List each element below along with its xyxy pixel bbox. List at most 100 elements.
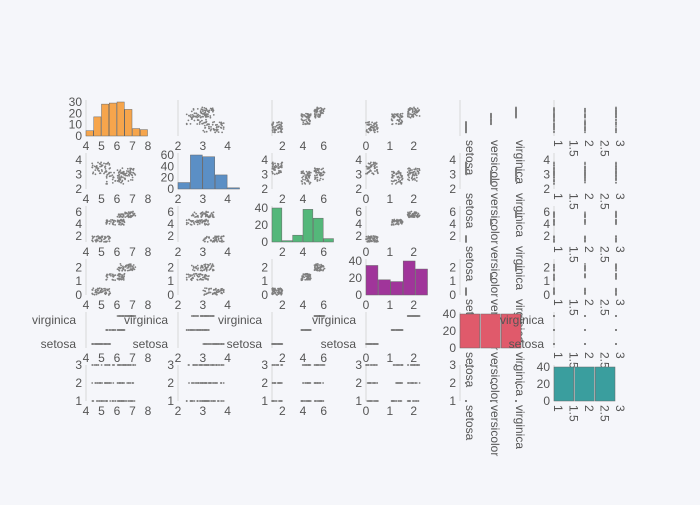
scatter-point	[415, 180, 418, 182]
scatter-point	[205, 113, 208, 115]
scatter-point	[407, 382, 410, 384]
scatter-point	[199, 221, 202, 223]
y-tick-label: 2	[167, 229, 174, 243]
histogram-bar	[292, 234, 303, 243]
scatter-point	[281, 128, 284, 130]
scatter-point	[221, 124, 224, 127]
scatter-point	[322, 178, 324, 181]
scatter-point	[193, 315, 196, 317]
scatter-point	[217, 343, 220, 345]
scatter-point	[271, 291, 274, 293]
scatter-point	[401, 329, 404, 331]
scatter-point	[98, 287, 101, 289]
scatter-point	[114, 274, 117, 276]
scatter-point	[280, 292, 283, 295]
scatter-point	[490, 382, 492, 384]
scatter-point	[371, 237, 374, 239]
scatter-point	[415, 214, 418, 217]
x-tick-label: 2	[175, 192, 182, 206]
scatter-point	[200, 108, 203, 111]
x-tick-label: 2	[582, 193, 596, 200]
scatter-point	[515, 264, 517, 267]
scatter-point	[92, 236, 95, 239]
scatter-point	[416, 167, 419, 170]
scatter-point	[412, 116, 415, 118]
scatter-point	[131, 215, 134, 218]
y-tick-label: 1	[449, 394, 456, 408]
scatter-point	[376, 382, 378, 384]
scatter-point	[321, 264, 324, 267]
scatter-point	[214, 131, 217, 134]
scatter-point	[584, 211, 586, 214]
scatter-point	[367, 343, 370, 345]
x-tick-label: 1	[387, 298, 394, 312]
scatter-point	[314, 174, 316, 177]
scatter-point	[553, 289, 555, 291]
scatter-point	[214, 292, 217, 295]
scatter-point	[217, 290, 220, 293]
scatter-point	[515, 211, 517, 214]
scatter-point	[202, 239, 205, 242]
scatter-point	[584, 113, 586, 116]
scatter-point	[412, 113, 415, 116]
scatter-point	[584, 108, 586, 111]
scatter-point	[315, 364, 318, 366]
y-tick-label: virginica	[500, 313, 544, 327]
scatter-point	[366, 238, 368, 241]
scatter-point	[94, 289, 97, 292]
scatter-point	[126, 167, 129, 170]
scatter-point	[132, 267, 135, 270]
histogram-bar	[365, 265, 379, 296]
scatter-point	[615, 126, 617, 128]
scatter-point	[124, 173, 127, 175]
y-tick-label: 1	[355, 394, 362, 408]
scatter-point	[194, 220, 197, 223]
scatter-point	[205, 269, 208, 272]
scatter-point	[515, 382, 517, 384]
scatter-point	[93, 293, 96, 296]
scatter-point	[367, 382, 370, 384]
scatter-point	[210, 287, 212, 290]
scatter-point	[187, 119, 190, 122]
scatter-point	[319, 174, 322, 177]
scatter-point	[584, 212, 586, 215]
scatter-point	[615, 107, 617, 110]
scatter-point	[189, 400, 192, 402]
scatter-point	[308, 364, 311, 366]
x-tick-label: 2	[582, 140, 596, 147]
scatter-point	[96, 239, 99, 242]
scatter-point	[126, 212, 129, 215]
scatter-point	[415, 382, 418, 384]
y-tick-label: virginica	[32, 313, 76, 327]
scatter-point	[204, 237, 207, 239]
scatter-point	[190, 114, 192, 116]
scatter-point	[187, 222, 190, 225]
scatter-point	[375, 126, 378, 128]
scatter-point	[300, 278, 303, 280]
scatter-point	[584, 115, 586, 118]
x-tick-label: 4	[300, 298, 307, 312]
scatter-point	[192, 265, 195, 268]
scatter-point	[185, 219, 188, 222]
scatter-point	[370, 343, 372, 345]
scatter-point	[205, 293, 207, 295]
x-tick-label: 2	[175, 245, 182, 259]
scatter-point	[396, 219, 399, 222]
scatter-point	[274, 169, 276, 172]
scatter-point	[222, 240, 225, 243]
scatter-point	[201, 274, 204, 276]
y-tick-label: 0	[449, 288, 456, 302]
scatter-point	[195, 212, 198, 215]
scatter-point	[301, 183, 304, 185]
scatter-point	[204, 111, 207, 114]
scatter-point	[117, 315, 120, 317]
scatter-point	[322, 167, 324, 170]
scatter-point	[306, 172, 309, 174]
scatter-point	[399, 364, 401, 366]
x-tick-label: 4	[300, 245, 307, 259]
scatter-point	[208, 291, 210, 293]
scatter-point	[92, 343, 95, 345]
scatter-point	[376, 170, 378, 172]
scatter-point	[302, 119, 304, 122]
scatter-point	[515, 214, 517, 217]
